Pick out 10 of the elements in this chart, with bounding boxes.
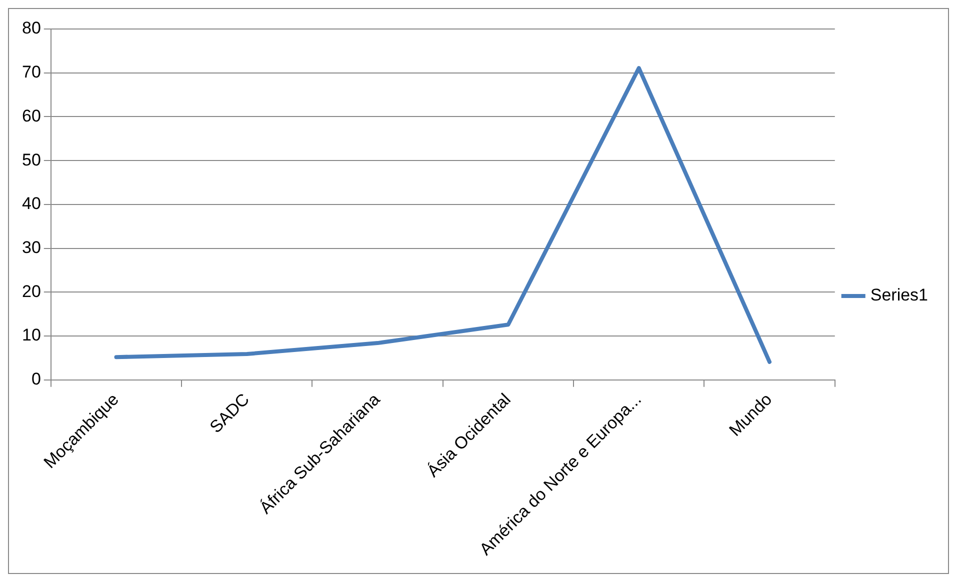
y-tick-label: 40 [22,194,41,214]
legend-label: Series1 [870,286,928,305]
y-tick-label: 0 [31,370,41,389]
y-tick-label: 70 [22,62,41,82]
y-tick-label: 60 [22,106,41,126]
y-tick-label: 80 [22,18,41,38]
y-tick-label: 30 [22,238,41,257]
y-tick-label: 10 [22,326,41,345]
y-tick-label: 50 [22,150,41,170]
y-tick-label: 20 [22,282,41,301]
